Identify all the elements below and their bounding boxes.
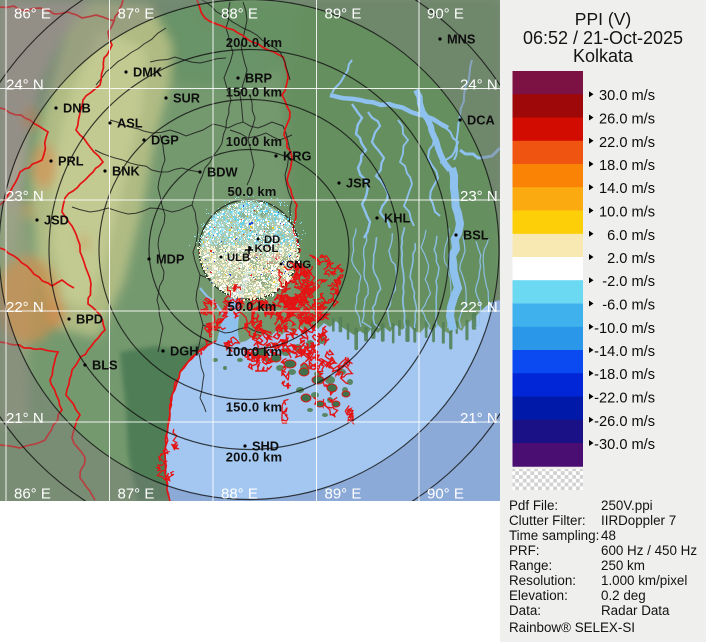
svg-text:90° E: 90° E — [427, 6, 464, 23]
svg-text:KHL: KHL — [384, 211, 410, 226]
svg-text:87° E: 87° E — [118, 486, 155, 502]
svg-text:JSD: JSD — [44, 213, 69, 228]
svg-text:24° N: 24° N — [460, 77, 498, 94]
svg-text:-18.0 m/s: -18.0 m/s — [594, 367, 655, 383]
svg-text:BRP: BRP — [245, 71, 272, 86]
svg-text:200.0 km: 200.0 km — [226, 450, 283, 465]
svg-text:KRG: KRG — [283, 149, 311, 164]
svg-text:100.0 km: 100.0 km — [226, 134, 283, 149]
svg-text:22° N: 22° N — [6, 299, 44, 316]
svg-text:87° E: 87° E — [118, 6, 155, 23]
svg-text:89° E: 89° E — [325, 486, 362, 502]
svg-text:CNG: CNG — [286, 259, 311, 271]
svg-text:ASL: ASL — [117, 116, 143, 131]
svg-text:30.0 m/s: 30.0 m/s — [599, 88, 655, 104]
svg-text:BDW: BDW — [207, 165, 238, 180]
svg-text:24° N: 24° N — [6, 77, 44, 94]
svg-text:86° E: 86° E — [14, 6, 51, 23]
svg-text:-6.0 m/s: -6.0 m/s — [602, 298, 655, 314]
svg-text:88° E: 88° E — [221, 486, 258, 502]
svg-text:SUR: SUR — [173, 91, 200, 106]
svg-text:26.0 m/s: 26.0 m/s — [599, 112, 655, 128]
svg-text:22.0 m/s: 22.0 m/s — [599, 135, 655, 151]
svg-text:-30.0 m/s: -30.0 m/s — [594, 437, 655, 453]
svg-text:50.0 km: 50.0 km — [227, 184, 276, 199]
svg-text:100.0 km: 100.0 km — [226, 344, 283, 359]
svg-text:BNK: BNK — [112, 164, 140, 179]
svg-text:86° E: 86° E — [14, 486, 51, 502]
svg-text:150.0 km: 150.0 km — [226, 400, 283, 415]
svg-text:-2.0 m/s: -2.0 m/s — [602, 274, 655, 290]
svg-text:DGH: DGH — [170, 344, 198, 359]
svg-text:DNB: DNB — [63, 101, 91, 116]
svg-text:89° E: 89° E — [325, 6, 362, 23]
svg-text:21° N: 21° N — [6, 410, 44, 427]
svg-text:BLS: BLS — [92, 358, 118, 373]
svg-text:DGP: DGP — [151, 133, 179, 148]
svg-text:14.0 m/s: 14.0 m/s — [599, 181, 655, 197]
svg-text:2.0 m/s: 2.0 m/s — [607, 251, 655, 267]
svg-text:22° N: 22° N — [460, 299, 498, 316]
svg-text:50.0 km: 50.0 km — [227, 299, 276, 314]
svg-text:23° N: 23° N — [460, 188, 498, 205]
svg-text:DMK: DMK — [133, 65, 163, 80]
svg-text:KOL: KOL — [255, 243, 279, 255]
svg-text:21° N: 21° N — [460, 410, 498, 427]
svg-text:88° E: 88° E — [221, 6, 258, 23]
svg-text:-22.0 m/s: -22.0 m/s — [594, 391, 655, 407]
svg-text:200.0 km: 200.0 km — [226, 35, 283, 50]
svg-text:ULB: ULB — [227, 252, 250, 264]
svg-text:BSL: BSL — [463, 228, 489, 243]
svg-text:BPD: BPD — [76, 312, 103, 327]
svg-text:JSR: JSR — [346, 176, 371, 191]
svg-text:23° N: 23° N — [6, 188, 44, 205]
svg-text:6.0 m/s: 6.0 m/s — [607, 228, 655, 244]
svg-text:-10.0 m/s: -10.0 m/s — [594, 321, 655, 337]
svg-text:-14.0 m/s: -14.0 m/s — [594, 344, 655, 360]
svg-text:18.0 m/s: 18.0 m/s — [599, 158, 655, 174]
svg-text:MNS: MNS — [447, 32, 476, 47]
svg-text:SHD: SHD — [252, 439, 279, 454]
svg-text:DCA: DCA — [467, 113, 495, 128]
svg-text:10.0 m/s: 10.0 m/s — [599, 205, 655, 221]
svg-text:PRL: PRL — [58, 154, 84, 169]
svg-text:150.0 km: 150.0 km — [226, 85, 283, 100]
svg-text:90° E: 90° E — [427, 486, 464, 502]
svg-text:MDP: MDP — [156, 252, 185, 267]
svg-text:DD: DD — [264, 234, 280, 246]
svg-text:-26.0 m/s: -26.0 m/s — [594, 414, 655, 430]
